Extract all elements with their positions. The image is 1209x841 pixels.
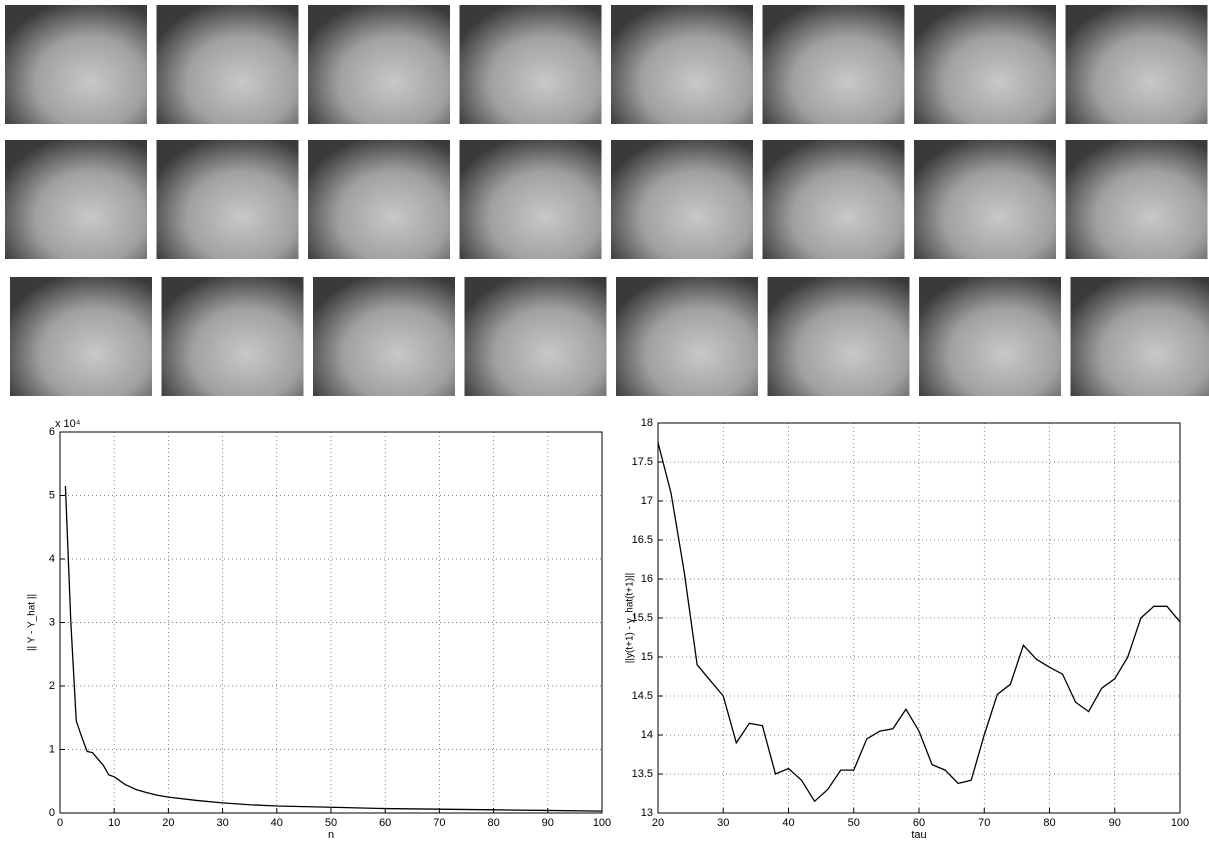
axes-box <box>657 422 1181 814</box>
y-tick-label: 17 <box>641 495 653 507</box>
y-tick-label: 13.5 <box>632 768 653 780</box>
y-axis-label: || Y - Y_hat || <box>27 594 38 651</box>
x-tick-label: 100 <box>1171 817 1189 829</box>
y-tick-label: 2 <box>49 680 55 692</box>
frame-image <box>5 140 147 259</box>
frame-image <box>611 140 753 259</box>
y-tick-label: 14 <box>641 729 653 741</box>
frame-image <box>161 277 304 396</box>
frame-image <box>762 140 905 259</box>
x-tick-label: 80 <box>487 817 499 829</box>
frame-image <box>10 277 152 396</box>
x-tick-label: 40 <box>782 817 794 829</box>
y-tick-label: 4 <box>49 553 55 565</box>
x-axis-label: n <box>328 829 334 841</box>
y-tick-label: 3 <box>49 616 55 628</box>
x-tick-label: 40 <box>271 817 283 829</box>
x-tick-label: 100 <box>593 817 611 829</box>
axes-box <box>59 431 603 814</box>
frame-image <box>762 5 905 124</box>
y-tick-label: 16.5 <box>632 534 653 546</box>
x-tick-label: 70 <box>978 817 990 829</box>
y-tick-label: 16 <box>641 573 653 585</box>
y-tick-label: 15.5 <box>632 612 653 624</box>
frame-image <box>767 277 910 396</box>
frame-image <box>1065 5 1208 124</box>
frame-image <box>5 5 147 124</box>
x-tick-label: 0 <box>57 817 63 829</box>
x-tick-label: 20 <box>652 817 664 829</box>
frame-grid <box>5 5 1209 396</box>
x-tick-label: 90 <box>1109 817 1121 829</box>
y-tick-label: 1 <box>49 743 55 755</box>
frame-image <box>464 277 607 396</box>
data-line <box>657 442 1181 803</box>
y-tick-label: 5 <box>49 489 55 501</box>
y-tick-label: 6 <box>49 426 55 438</box>
x-tick-label: 70 <box>433 817 445 829</box>
frame-image <box>919 277 1061 396</box>
x-tick-label: 60 <box>913 817 925 829</box>
x-tick-label: 60 <box>379 817 391 829</box>
x-tick-label: 80 <box>1043 817 1055 829</box>
y-tick-label: 18 <box>641 417 653 429</box>
frame-image <box>313 277 455 396</box>
frame-image <box>616 277 758 396</box>
y-tick-label: 14.5 <box>632 690 653 702</box>
frame-image <box>308 140 450 259</box>
frame-image <box>914 5 1056 124</box>
frame-image <box>156 5 299 124</box>
x-tick-label: 50 <box>848 817 860 829</box>
x-tick-label: 10 <box>108 817 120 829</box>
frame-image <box>1070 277 1209 396</box>
y-axis-label: ||y(t+1) - y_hat(t+1)|| <box>625 573 636 663</box>
y-tick-label: 17.5 <box>632 456 653 468</box>
frame-image <box>459 140 602 259</box>
x-tick-label: 50 <box>325 817 337 829</box>
x-axis-label: tau <box>911 829 926 841</box>
frame-image <box>611 5 753 124</box>
frame-image <box>459 5 602 124</box>
axis-multiplier: x 10⁴ <box>55 418 81 430</box>
data-line <box>64 485 603 812</box>
x-tick-label: 20 <box>162 817 174 829</box>
frame-image <box>308 5 450 124</box>
frame-image <box>914 140 1056 259</box>
y-tick-label: 13 <box>641 807 653 819</box>
x-tick-label: 90 <box>542 817 554 829</box>
x-tick-label: 30 <box>216 817 228 829</box>
x-tick-label: 30 <box>717 817 729 829</box>
y-tick-label: 15 <box>641 651 653 663</box>
frame-image <box>156 140 299 259</box>
frame-image <box>1065 140 1208 259</box>
y-tick-label: 0 <box>49 807 55 819</box>
